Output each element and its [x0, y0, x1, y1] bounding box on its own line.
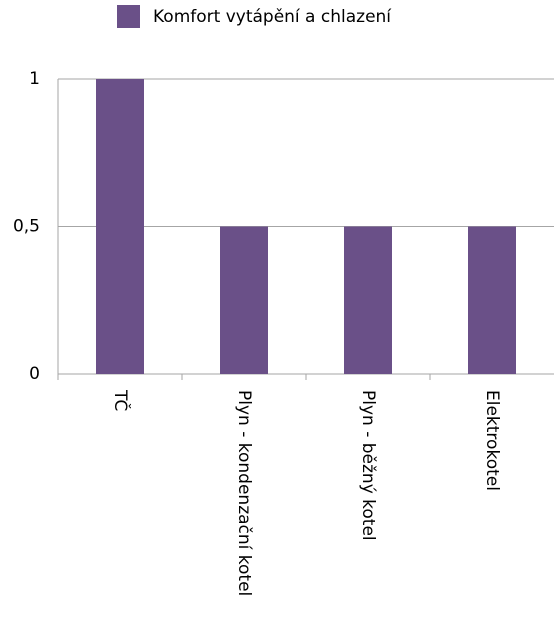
legend-label: Komfort vytápění a chlazení: [153, 7, 392, 27]
bar: [468, 226, 516, 374]
x-tick-label: TČ: [110, 389, 132, 411]
x-tick-label: Elektrokotel: [482, 390, 502, 491]
bar: [344, 226, 392, 374]
x-tick-label: Plyn - kondenzační kotel: [234, 390, 254, 596]
bar: [96, 79, 144, 374]
y-tick-label: 0: [29, 364, 40, 384]
x-tick-label: Plyn - běžný kotel: [358, 390, 378, 541]
y-tick-label: 1: [29, 69, 40, 89]
bar: [220, 226, 268, 374]
legend-swatch: [117, 5, 140, 28]
y-tick-label: 0,5: [13, 217, 40, 237]
